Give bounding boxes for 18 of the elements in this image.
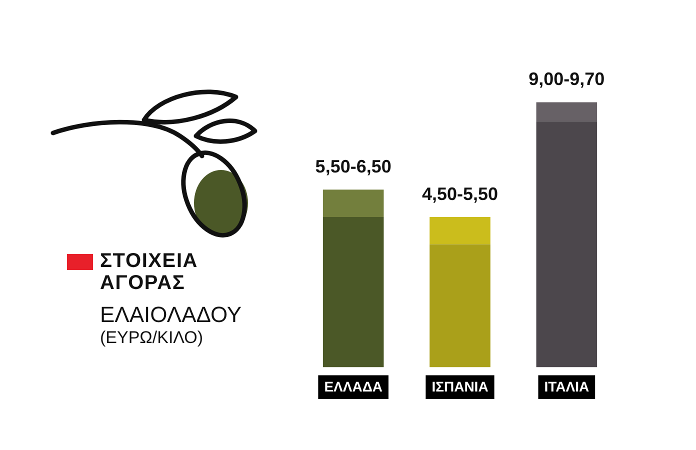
- total-label: 9,70: [570, 69, 605, 90]
- bar: [536, 102, 598, 122]
- bar: [430, 244, 490, 368]
- text: ΕΛΑΙΟΛΑΔΟΥ: [100, 302, 242, 328]
- bar: [322, 216, 384, 368]
- text: ΣΤΟΙΧΕΙΑ ΑΓΟΡΑΣ: [100, 250, 200, 294]
- bar: [536, 121, 598, 368]
- data-label: 9,00-: [528, 69, 570, 90]
- x-tick-label: ΙΣΠΑΝΙΑ: [432, 378, 488, 394]
- bar: [430, 216, 490, 244]
- total-label: 6,50: [356, 156, 392, 177]
- data-label: 5,50-: [315, 156, 356, 177]
- data-label: 4,50-: [422, 184, 464, 204]
- x-tick-label: ΕΛΛΑΔΑ: [324, 378, 382, 394]
- text: (ΕΥΡΩ/ΚΙΛΟ): [100, 327, 204, 349]
- x-tick-label: ΙΤΑΛΙΑ: [544, 378, 590, 394]
- total-label: 5,50: [462, 184, 498, 204]
- bar: [322, 190, 384, 217]
